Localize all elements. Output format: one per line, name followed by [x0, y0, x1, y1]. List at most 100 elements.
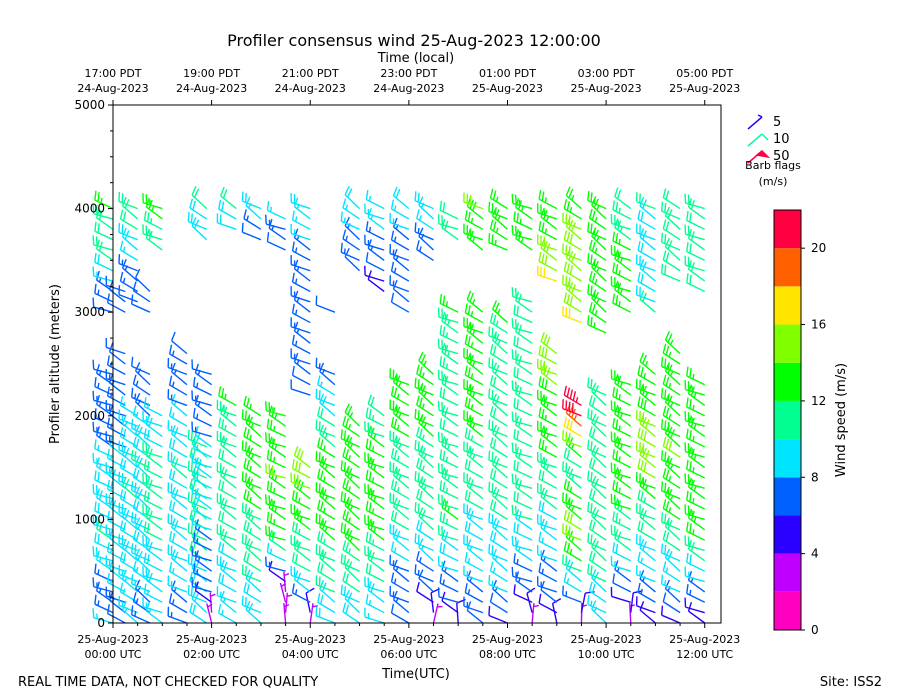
wind-barb [660, 512, 681, 531]
wind-barb [489, 219, 508, 241]
barb-flag [513, 491, 516, 501]
barb-flag [416, 426, 420, 437]
barb-flag [124, 199, 130, 209]
wind-barb [266, 232, 286, 251]
barb-half-flag [470, 342, 474, 348]
barb-flag [192, 200, 196, 211]
barb-flag [344, 248, 350, 258]
barb-flag [566, 542, 571, 553]
wind-barb [118, 254, 138, 272]
barb-flag [189, 447, 193, 457]
barb-flag [637, 396, 641, 406]
barb-flag [190, 462, 193, 472]
wind-barb [511, 411, 533, 427]
wind-barb [94, 221, 114, 241]
barb-flag [511, 349, 514, 359]
barb-flag [664, 237, 671, 248]
wind-barb [105, 337, 126, 355]
wind-barb [686, 490, 706, 510]
wind-barb [660, 388, 681, 407]
wind-barb [290, 348, 311, 365]
barb-flag [134, 451, 137, 461]
barb-flag [342, 571, 347, 581]
barb-half-flag [371, 477, 375, 483]
barb-half-flag [135, 411, 139, 418]
barb-flag [664, 517, 671, 527]
barb-flag [615, 450, 619, 461]
barb-flag [137, 426, 143, 436]
barb-flag [135, 531, 140, 542]
wind-barb [344, 434, 361, 458]
barb-half-flag [171, 599, 175, 605]
barb-flag [294, 522, 298, 533]
wind-barb [489, 188, 508, 210]
barb-flag [439, 573, 443, 584]
barb-flag [265, 556, 267, 567]
wind-barb [389, 212, 410, 230]
barb-flag [491, 424, 498, 434]
colorbar-bin [774, 286, 801, 325]
wind-barb [266, 418, 286, 438]
barb-shaft [268, 569, 286, 583]
barb-flag [489, 499, 494, 509]
colorbar-tick-label: 16 [811, 318, 826, 332]
barb-flag [220, 435, 225, 445]
barb-half-flag [497, 215, 501, 221]
barb-flag [390, 230, 395, 241]
barb-flag [193, 561, 200, 571]
barb-flag [664, 206, 671, 216]
barb-flag [689, 367, 692, 378]
wind-barb [266, 449, 286, 469]
barb-flag [614, 218, 619, 228]
barb-flag [441, 342, 446, 353]
barb-flag [269, 420, 273, 430]
barb-flag [642, 354, 647, 365]
barb-flag [320, 532, 324, 543]
barb-flag [664, 451, 667, 462]
barb-flag [662, 499, 667, 509]
barb-flag [467, 211, 471, 222]
barb-flag [590, 534, 593, 544]
barb-flag [416, 209, 420, 219]
barb-flag [665, 252, 670, 262]
barb-flag [491, 455, 498, 465]
wind-barb [364, 576, 385, 593]
barb-flag [439, 511, 443, 522]
wind-barb [168, 344, 188, 365]
wind-barb [587, 253, 607, 272]
wind-barb [364, 421, 385, 438]
barb-flag [268, 405, 273, 415]
wind-barb [216, 213, 237, 230]
barb-flag [466, 290, 472, 300]
barb-flag [640, 429, 644, 439]
barb-flag [686, 242, 689, 252]
wind-barb [637, 240, 656, 262]
wind-barb [491, 455, 508, 479]
wind-barb [488, 388, 508, 407]
barb-flag [492, 501, 497, 511]
barb-flag [390, 261, 395, 272]
wind-barb [513, 211, 533, 230]
barb-flag [192, 563, 196, 573]
barb-half-flag [593, 260, 596, 266]
barb-half-flag [640, 557, 644, 564]
barb-flag [664, 265, 667, 275]
barb-half-flag [396, 393, 400, 400]
wind-barb [489, 437, 508, 458]
barb-flag [268, 560, 273, 571]
barb-flag [134, 486, 141, 496]
wind-barb [684, 224, 705, 241]
wind-barb [243, 551, 262, 572]
barb-flag [615, 264, 619, 274]
barb-flag [143, 583, 147, 594]
barb-flag [108, 591, 114, 601]
barb-half-flag [446, 444, 451, 450]
wind-barb [488, 543, 508, 562]
barb-flag [566, 511, 571, 522]
wind-barb [344, 185, 361, 210]
barb-flag [494, 395, 500, 406]
barb-flag [393, 449, 398, 460]
wind-barb [340, 211, 360, 230]
barb-flag [612, 231, 616, 242]
barb-half-flag [667, 395, 670, 401]
